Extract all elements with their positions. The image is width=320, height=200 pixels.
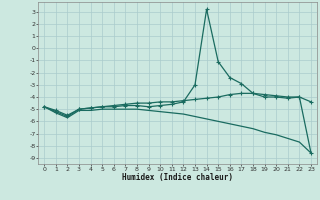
X-axis label: Humidex (Indice chaleur): Humidex (Indice chaleur) [122,173,233,182]
